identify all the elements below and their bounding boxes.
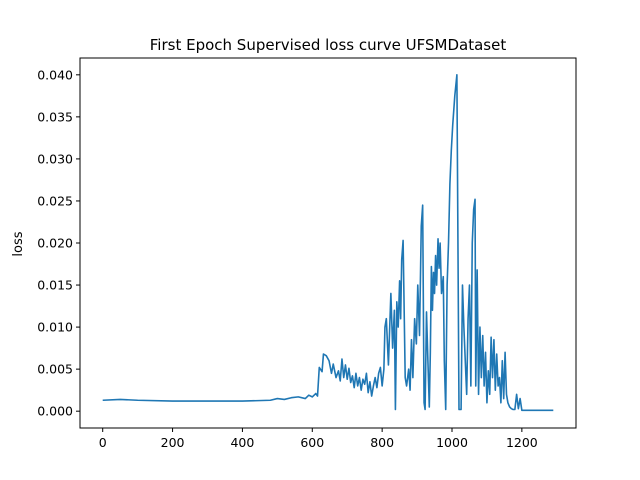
x-tick-label: 800 <box>370 435 394 450</box>
y-tick-label: 0.005 <box>37 362 73 377</box>
y-tick-label: 0.020 <box>37 236 73 251</box>
x-tick-label: 1000 <box>436 435 468 450</box>
x-tick-label: 1200 <box>506 435 538 450</box>
axis-ticks: 0 200 400 600 800 1000 1200 0.000 0.005 0.010 0.01… <box>37 67 538 450</box>
x-tick-label: 400 <box>230 435 254 450</box>
plot-area <box>102 74 554 412</box>
y-tick-label: 0.000 <box>37 404 73 419</box>
y-tick-label: 0.015 <box>37 278 73 293</box>
y-tick-label: 0.025 <box>37 193 73 208</box>
chart-title: First Epoch Supervised loss curve UFSMDa… <box>150 36 507 54</box>
series-line-0 <box>102 74 554 412</box>
x-tick-label: 600 <box>300 435 324 450</box>
y-axis-label: loss <box>11 231 26 256</box>
y-tick-label: 0.040 <box>37 67 73 82</box>
x-tick-label: 0 <box>99 435 107 450</box>
y-tick-label: 0.035 <box>37 109 73 124</box>
y-tick-label: 0.030 <box>37 151 73 166</box>
x-tick-label: 200 <box>161 435 185 450</box>
plot-frame <box>79 57 577 429</box>
y-tick-label: 0.010 <box>37 320 73 335</box>
